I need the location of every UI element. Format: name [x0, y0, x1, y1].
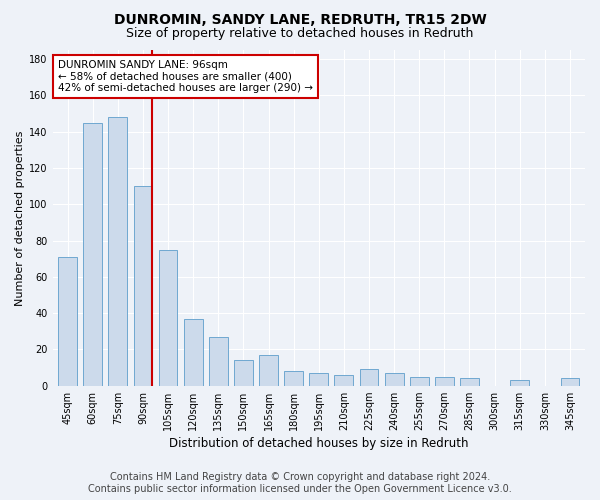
Bar	[460, 378, 479, 386]
Bar	[234, 360, 253, 386]
X-axis label: Distribution of detached houses by size in Redruth: Distribution of detached houses by size …	[169, 437, 469, 450]
Bar	[435, 376, 454, 386]
Bar	[58, 257, 77, 386]
Bar	[259, 355, 278, 386]
Bar	[510, 380, 529, 386]
Bar	[284, 371, 303, 386]
Bar	[334, 375, 353, 386]
Text: Size of property relative to detached houses in Redruth: Size of property relative to detached ho…	[127, 28, 473, 40]
Y-axis label: Number of detached properties: Number of detached properties	[15, 130, 25, 306]
Bar	[410, 376, 428, 386]
Bar	[83, 122, 102, 386]
Bar	[359, 370, 379, 386]
Bar	[560, 378, 580, 386]
Bar	[158, 250, 178, 386]
Bar	[109, 117, 127, 386]
Bar	[310, 373, 328, 386]
Bar	[385, 373, 404, 386]
Text: DUNROMIN SANDY LANE: 96sqm
← 58% of detached houses are smaller (400)
42% of sem: DUNROMIN SANDY LANE: 96sqm ← 58% of deta…	[58, 60, 313, 94]
Bar	[184, 318, 203, 386]
Bar	[134, 186, 152, 386]
Text: Contains HM Land Registry data © Crown copyright and database right 2024.
Contai: Contains HM Land Registry data © Crown c…	[88, 472, 512, 494]
Bar	[209, 336, 228, 386]
Text: DUNROMIN, SANDY LANE, REDRUTH, TR15 2DW: DUNROMIN, SANDY LANE, REDRUTH, TR15 2DW	[113, 12, 487, 26]
